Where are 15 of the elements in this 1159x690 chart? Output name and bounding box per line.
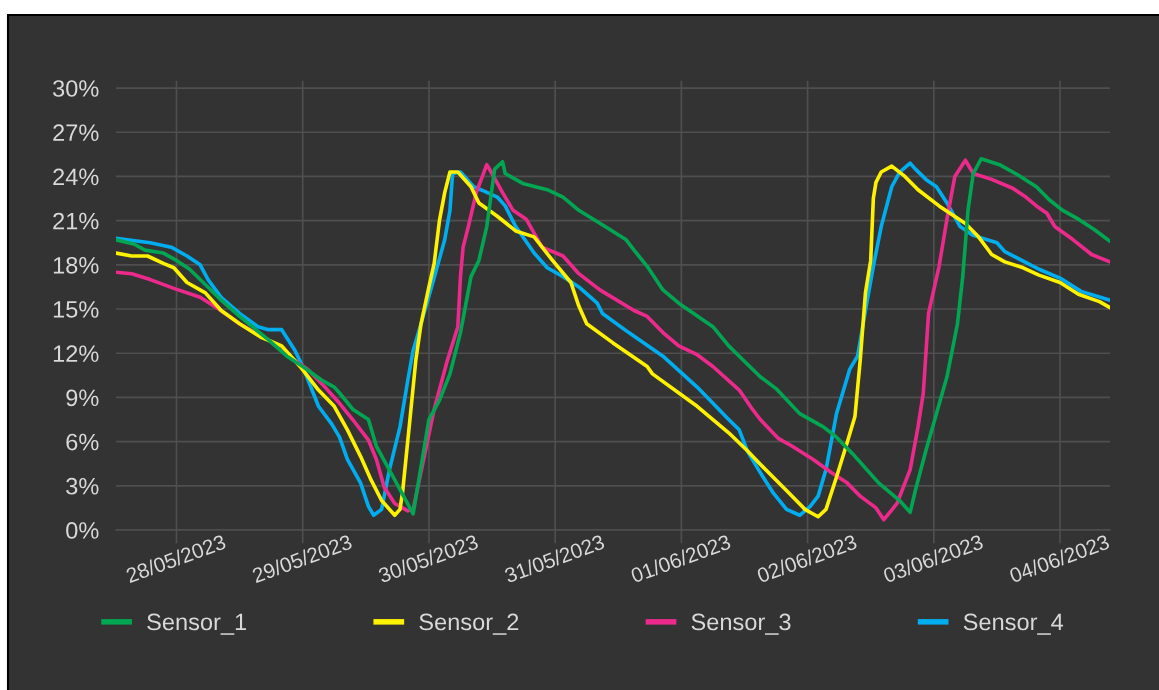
y-tick-label: 9%: [66, 389, 99, 407]
y-tick-label: 18%: [53, 256, 99, 274]
y-tick-label: 27%: [53, 124, 99, 141]
y-tick-label: 15%: [53, 301, 99, 318]
legend-label: Sensor_3: [691, 613, 791, 635]
y-tick-label: 21%: [53, 212, 99, 230]
y-tick-label: 3%: [66, 477, 99, 495]
legend-label: Sensor_4: [963, 613, 1064, 635]
legend-label: Sensor_1: [147, 613, 247, 635]
y-tick-label: 30%: [52, 80, 99, 97]
legend-label: Sensor_2: [419, 613, 519, 635]
y-tick-label: 6%: [66, 433, 99, 451]
y-tick-label: 0%: [66, 522, 99, 539]
y-tick-label: 24%: [53, 168, 99, 186]
y-tick-label: 12%: [53, 345, 99, 362]
